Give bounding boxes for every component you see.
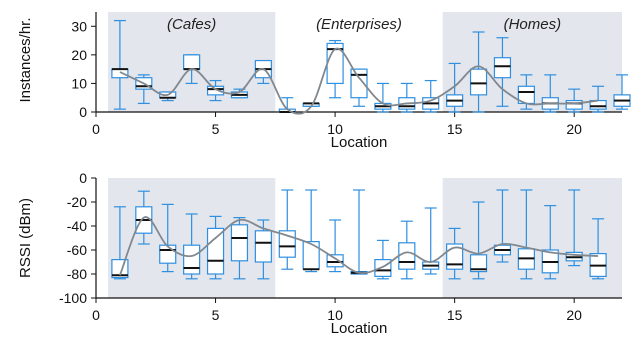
box-iqr [208, 228, 224, 274]
y-tick-label: 20 [71, 47, 87, 63]
y-tick-label: 0 [79, 104, 87, 120]
box-iqr [255, 231, 271, 262]
y-tick-label: 30 [71, 18, 87, 34]
box-iqr [494, 58, 510, 78]
y-tick-label: -60 [67, 242, 87, 258]
x-tick-label: 0 [92, 121, 100, 137]
y-tick-label: 0 [79, 170, 87, 186]
region-label: (Cafes) [167, 16, 216, 33]
region-shade [443, 178, 622, 298]
box-location-13 [399, 83, 415, 112]
box-location-11 [351, 190, 367, 274]
box-location-10 [327, 220, 343, 272]
box-location-12 [375, 83, 391, 112]
box-location-11 [351, 69, 367, 106]
y-tick-label: 10 [71, 75, 87, 91]
box-iqr [375, 260, 391, 277]
box-iqr [471, 69, 487, 95]
box-location-12 [375, 240, 391, 278]
box-location-13 [399, 221, 415, 279]
box-iqr [184, 55, 200, 69]
box-location-9 [303, 190, 319, 272]
y-tick-label: -40 [67, 218, 87, 234]
x-tick-label: 5 [212, 307, 220, 323]
box-location-14 [423, 208, 439, 274]
x-tick-label: 0 [92, 307, 100, 323]
x-axis-label: Location [331, 134, 388, 151]
x-tick-label: 20 [566, 307, 582, 323]
box-iqr [184, 245, 200, 274]
box-iqr [231, 225, 247, 261]
y-tick-label: -100 [59, 290, 87, 306]
region-label: (Homes) [504, 16, 562, 33]
box-location-8 [279, 190, 295, 269]
y-axis-label: RSSI (dBm) [17, 198, 34, 278]
y-tick-label: -20 [67, 194, 87, 210]
box-location-14 [423, 81, 439, 112]
y-tick-label: -80 [67, 266, 87, 282]
box-iqr [112, 69, 128, 78]
region-label: (Enterprises) [316, 16, 402, 33]
x-tick-label: 20 [566, 121, 582, 137]
x-tick-label: 15 [447, 307, 463, 323]
box-iqr [303, 242, 319, 270]
box-iqr [566, 101, 582, 110]
x-tick-label: 15 [447, 121, 463, 137]
box-iqr [399, 243, 415, 269]
box-iqr [327, 255, 343, 267]
y-axis-label: Instances/hr. [17, 17, 34, 102]
x-axis-label: Location [331, 320, 388, 337]
x-tick-label: 5 [212, 121, 220, 137]
box-iqr [160, 245, 176, 263]
